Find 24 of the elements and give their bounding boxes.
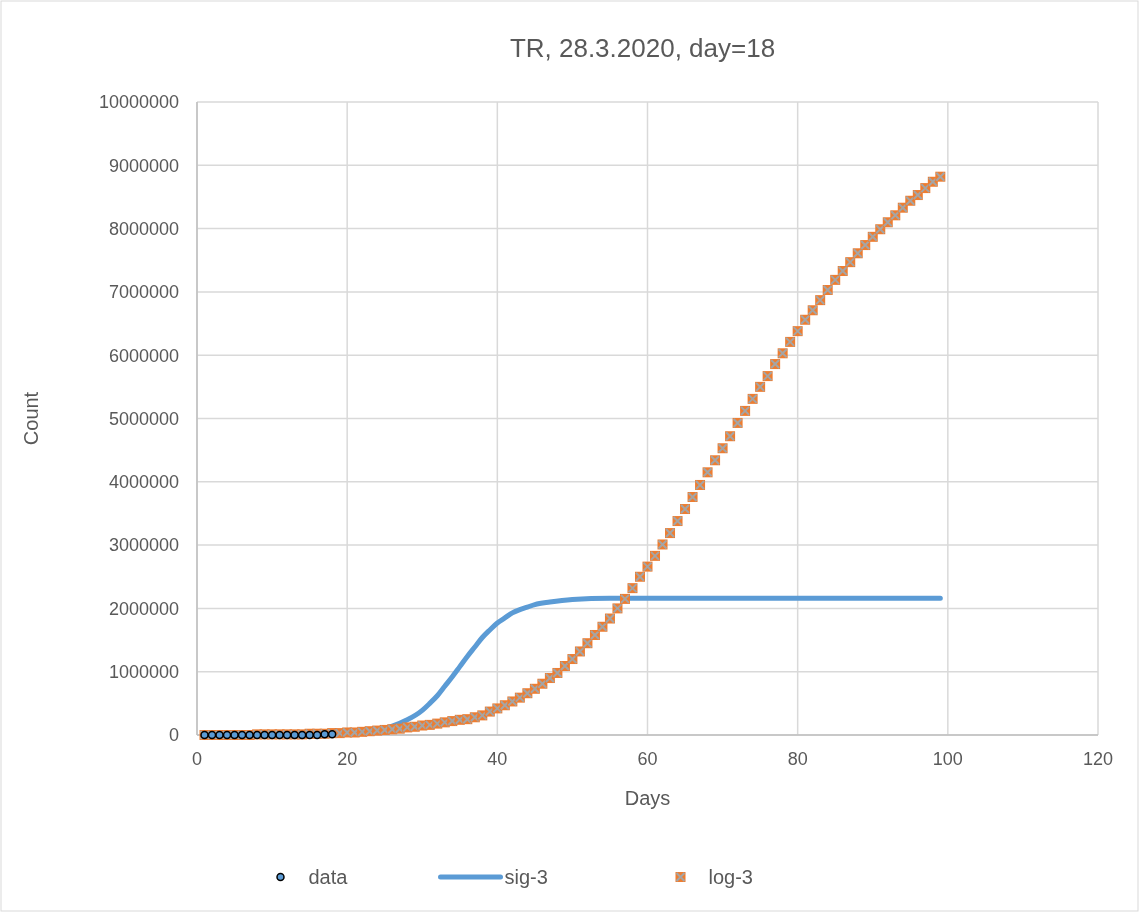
legend-label: log-3: [708, 866, 753, 888]
legend-label: data: [308, 866, 349, 888]
y-tick-label: 1000000: [108, 662, 179, 682]
y-tick-label: 9000000: [108, 155, 179, 176]
y-tick-label: 5000000: [108, 408, 179, 429]
y-tick-label: 4000000: [108, 472, 179, 493]
y-axis-title: Count: [20, 391, 42, 446]
x-tick-label: 100: [932, 749, 963, 769]
y-tick-label: 2000000: [108, 598, 179, 619]
x-tick-label: 20: [337, 749, 358, 769]
x-axis-title: Days: [624, 787, 671, 809]
x-tick-label: 0: [191, 749, 203, 769]
y-tick-label: 0: [168, 725, 179, 746]
y-tick-label: 8000000: [108, 218, 179, 239]
y-tick-label: 6000000: [108, 345, 179, 366]
y-tick-label: 10000000: [98, 92, 179, 113]
x-tick-label: 80: [787, 749, 808, 769]
chart-title: TR, 28.3.2020, day=18: [509, 33, 776, 63]
y-tick-label: 3000000: [108, 535, 179, 556]
x-tick-label: 40: [487, 749, 508, 769]
x-tick-label: 120: [1082, 749, 1114, 769]
legend-label: sig-3: [504, 866, 548, 888]
y-tick-label: 7000000: [108, 282, 179, 303]
x-tick-label: 60: [637, 749, 658, 769]
